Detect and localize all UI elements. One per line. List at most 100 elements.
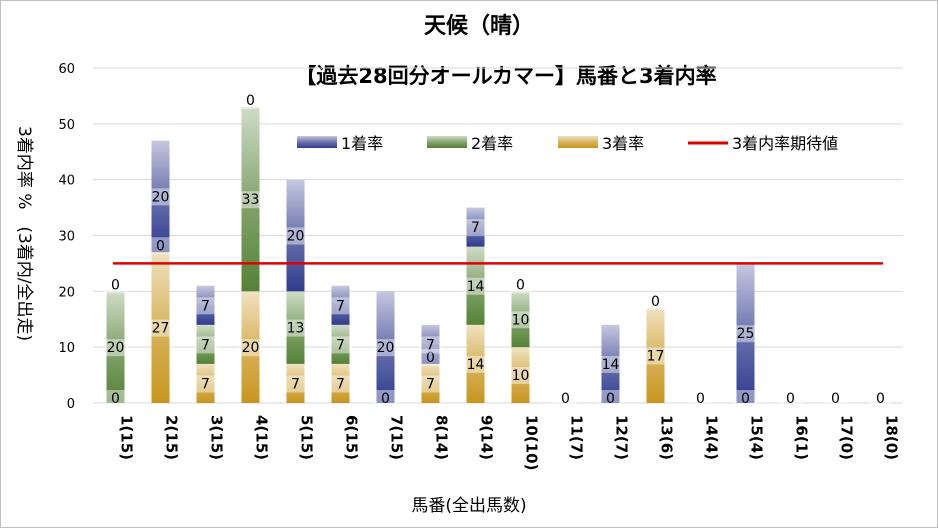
label-background [508,311,533,329]
label-background [868,390,893,407]
x-tick-label: 13(6) [658,415,676,460]
gridlines [93,67,903,404]
legend-label: 3着内率期待値 [732,134,838,153]
label-background [823,390,848,407]
third-place-rate-label: 0 [696,391,705,407]
first-place-rate-label: 7 [471,220,480,236]
label-background [373,390,398,407]
third-place-segment [151,252,170,403]
first-place-segment [376,291,395,403]
first-place-segment [421,324,440,364]
x-tick-label: 3(15) [208,415,226,460]
x-tick-label: 11(7) [568,415,586,460]
third-place-segment [511,347,530,403]
second-place-rate-label: 14 [467,279,485,295]
label-background [733,390,758,407]
legend: 1着率 2着率 3着率 3着内率期待値 [297,134,838,153]
y-tick-label: 20 [58,285,75,300]
second-place-segment [466,246,485,325]
label-background [103,390,128,407]
first-place-segment [736,263,755,403]
label-background [193,297,218,315]
label-background [598,390,623,407]
label-background [418,375,443,393]
bars [106,107,755,403]
first-place-rate-label: 0 [111,277,120,293]
label-background [283,319,308,337]
third-place-rate-label: 7 [291,376,300,392]
second-place-rate-label: 7 [201,337,210,353]
x-tick-label: 5(15) [298,415,316,460]
third-place-rate-label: 10 [512,368,530,384]
first-place-segment [196,285,215,325]
third-place-segment [286,363,305,403]
first-place-segment [331,285,350,325]
third-place-segment [646,308,665,403]
second-place-segment [511,291,530,348]
x-tick-label: 2(15) [163,415,181,460]
first-place-rate-label: 7 [336,298,345,314]
y-tick-label: 10 [58,341,75,356]
second-place-segment [196,324,215,364]
second-place-rate-label: 13 [287,321,305,337]
label-background [328,336,353,354]
legend-swatch [297,136,337,148]
label-background [418,336,443,354]
y-tick-label: 60 [58,62,75,77]
label-background [148,188,173,206]
label-background [148,319,173,337]
x-tick-label: 1(15) [118,415,136,460]
third-place-rate-label: 0 [741,391,750,407]
x-tick-label: 15(4) [748,415,766,460]
second-place-rate-label: 7 [336,337,345,353]
label-background [463,277,488,295]
x-tick-label: 10(10) [523,415,541,470]
y-tick-label: 30 [58,230,75,245]
second-place-segment [286,291,305,364]
x-tick-label: 18(0) [883,415,901,460]
first-place-segment [466,207,485,247]
first-place-rate-label: 25 [737,326,755,342]
first-place-rate-label: 0 [246,93,255,109]
second-place-rate-label: 10 [512,312,530,328]
label-background [328,297,353,315]
chart-title: 天候（晴） [424,13,534,39]
first-place-rate-label: 7 [201,298,210,314]
x-tick-label: 7(15) [388,415,406,460]
third-place-rate-label: 0 [876,391,885,407]
y-tick-label: 0 [67,397,75,412]
label-background [598,355,623,373]
third-place-rate-label: 0 [606,391,615,407]
legend-swatch [427,136,467,148]
label-background [418,348,443,366]
y-tick-label: 50 [58,118,75,133]
first-place-rate-label: 0 [516,277,525,293]
first-place-rate-label: 20 [377,340,395,356]
first-place-segment [601,324,620,403]
x-tick-label: 14(4) [703,415,721,460]
second-place-rate-label: 33 [242,192,260,208]
label-background [688,390,713,407]
label-background [193,375,218,393]
label-background [373,339,398,357]
y-axis-label: 3着内率 % (3着内/全出走) [14,126,34,341]
label-background [778,390,803,407]
third-place-rate-label: 27 [152,321,170,337]
label-background [553,390,578,407]
x-tick-label: 16(1) [793,415,811,460]
label-background [238,191,263,209]
bar-data-labels: 0200270207772033071320777020707141471010… [103,92,893,407]
third-place-rate-label: 14 [467,357,485,373]
third-place-segment [466,324,485,403]
first-place-rate-label: 20 [287,229,305,245]
x-tick-label: 17(0) [838,415,856,460]
legend-label: 2着率 [471,134,513,153]
label-background [463,355,488,373]
label-background [238,92,263,110]
second-place-segment [106,291,125,403]
third-place-segment [331,363,350,403]
legend-swatch [558,136,598,148]
x-axis-ticks: 1(15) 2(15) 3(15) 4(15) 5(15) 6(15) 7(15) 8(14)… [118,415,901,470]
third-place-rate-label: 0 [786,391,795,407]
third-place-segment [196,363,215,403]
